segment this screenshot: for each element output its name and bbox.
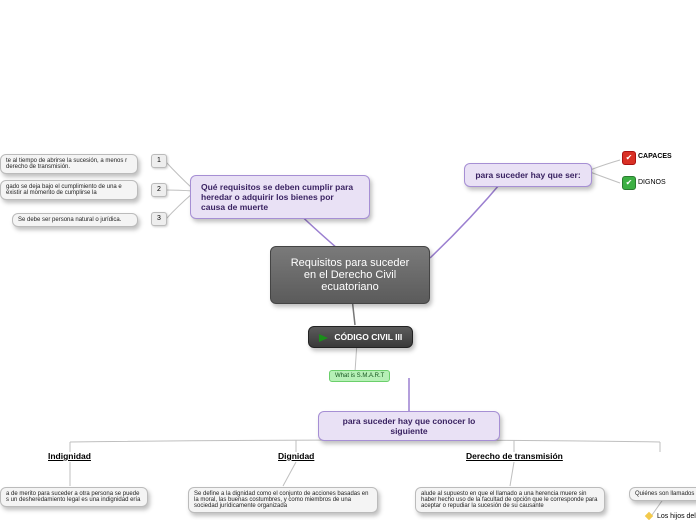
root-title: Requisitos para suceder en el Derecho Ci… bbox=[291, 257, 410, 293]
lower-main-node[interactable]: para suceder hay que conocer lo siguient… bbox=[318, 411, 500, 441]
right-main-text: para suceder hay que ser: bbox=[475, 170, 580, 180]
rightcut-bullet-text: Los hijos del bbox=[657, 513, 696, 520]
req3-chip[interactable]: 3 bbox=[151, 212, 167, 226]
rightcut-q[interactable]: Quiénes son llamados a bbox=[629, 487, 696, 501]
req3-num: 3 bbox=[157, 215, 161, 222]
dignidad-desc[interactable]: Se define a la dignidad como el conjunto… bbox=[188, 487, 378, 513]
req1-text: te al tiempo de abrirse la sucesión, a m… bbox=[6, 158, 127, 170]
dignidad-desc-text: Se define a la dignidad como el conjunto… bbox=[194, 491, 368, 509]
section-transmision-title[interactable]: Derecho de transmisión bbox=[466, 451, 563, 461]
smart-badge[interactable]: What is S.M.A.R.T bbox=[329, 370, 390, 382]
section-dignidad-title[interactable]: Dignidad bbox=[278, 451, 314, 461]
req2-chip[interactable]: 2 bbox=[151, 183, 167, 197]
left-main-text: Qué requisitos se deben cumplir para her… bbox=[201, 182, 353, 212]
smart-label: What is S.M.A.R.T bbox=[335, 373, 384, 379]
req2-text: gado se deja bajo el cumplimiento de una… bbox=[6, 184, 122, 196]
rightcut-q-text: Quiénes son llamados a bbox=[635, 491, 696, 497]
capaces-label[interactable]: CAPACES bbox=[638, 153, 672, 160]
req1-chip[interactable]: 1 bbox=[151, 154, 167, 168]
codigo-label: CÓDIGO CIVIL III bbox=[334, 332, 402, 342]
req2-node[interactable]: gado se deja bajo el cumplimiento de una… bbox=[0, 180, 138, 200]
indignidad-desc-text: a de merito para suceder a otra persona … bbox=[6, 491, 140, 503]
req1-node[interactable]: te al tiempo de abrirse la sucesión, a m… bbox=[0, 154, 138, 174]
rightcut-bullet[interactable]: Los hijos del bbox=[646, 513, 696, 520]
left-main-node[interactable]: Qué requisitos se deben cumplir para her… bbox=[190, 175, 370, 219]
root-node[interactable]: Requisitos para suceder en el Derecho Ci… bbox=[270, 246, 430, 304]
transmision-desc-text: alude al supuesto en que el llamado a un… bbox=[421, 491, 597, 509]
indignidad-desc[interactable]: a de merito para suceder a otra persona … bbox=[0, 487, 148, 507]
diamond-icon bbox=[645, 512, 653, 520]
codigo-node[interactable]: CÓDIGO CIVIL III bbox=[308, 326, 413, 348]
req3-node[interactable]: Se debe ser persona natural o jurídica. bbox=[12, 213, 138, 227]
dignos-check-icon: ✔ bbox=[622, 176, 636, 190]
lower-main-text: para suceder hay que conocer lo siguient… bbox=[343, 416, 476, 436]
req2-num: 2 bbox=[157, 186, 161, 193]
req3-text: Se debe ser persona natural o jurídica. bbox=[18, 217, 121, 223]
dignos-label[interactable]: DIGNOS bbox=[638, 179, 666, 186]
req1-num: 1 bbox=[157, 157, 161, 164]
flag-icon bbox=[319, 334, 328, 342]
capaces-check-icon: ✔ bbox=[622, 151, 636, 165]
right-main-node[interactable]: para suceder hay que ser: bbox=[464, 163, 592, 187]
section-indignidad-title[interactable]: Indignidad bbox=[48, 451, 91, 461]
transmision-desc[interactable]: alude al supuesto en que el llamado a un… bbox=[415, 487, 605, 513]
